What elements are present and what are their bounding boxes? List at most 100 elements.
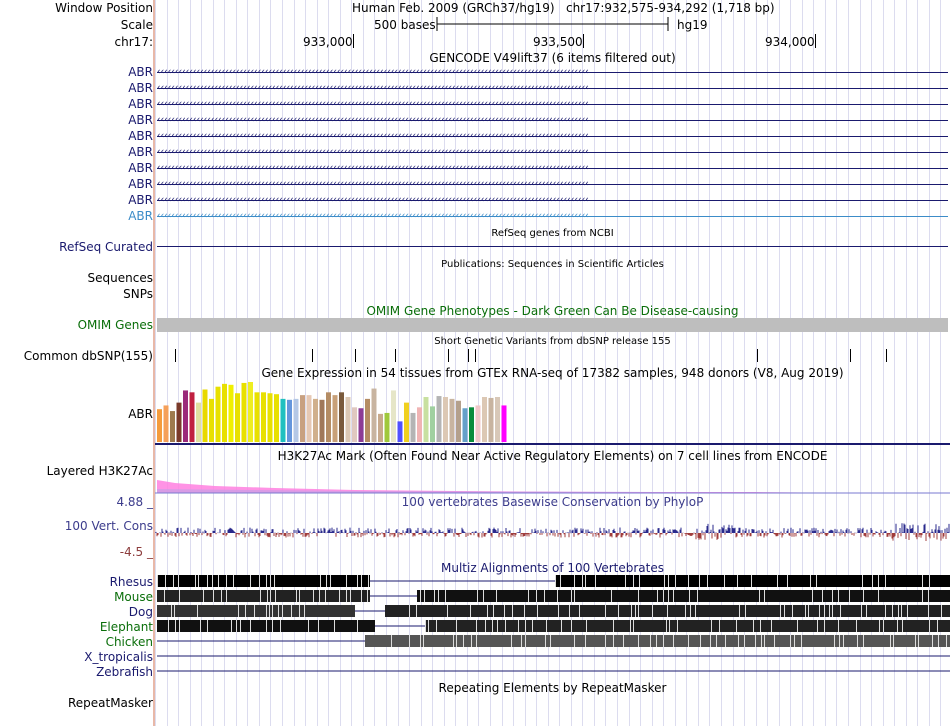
gencode-transcript[interactable]: ‹‹‹‹‹‹‹‹‹‹‹‹‹‹‹‹‹‹‹‹‹‹‹‹‹‹‹‹‹‹‹‹‹‹‹‹‹‹‹‹… [157, 116, 948, 125]
h3k27ac-label[interactable]: Layered H3K27Ac [46, 464, 153, 478]
gtex-tissue-bar[interactable] [170, 411, 175, 442]
gencode-gene-label[interactable]: ABR [128, 161, 153, 175]
gtex-tissue-bar[interactable] [384, 412, 390, 442]
gtex-tissue-bar[interactable] [215, 386, 221, 442]
snp-mark[interactable] [468, 349, 469, 362]
gtex-tissue-bar[interactable] [482, 397, 487, 442]
gtex-tissue-bar[interactable] [417, 407, 422, 442]
gtex-tissue-bar[interactable] [345, 397, 351, 442]
gencode-transcript[interactable]: ‹‹‹‹‹‹‹‹‹‹‹‹‹‹‹‹‹‹‹‹‹‹‹‹‹‹‹‹‹‹‹‹‹‹‹‹‹‹‹‹… [157, 164, 948, 173]
gtex-tissue-bar[interactable] [228, 384, 234, 442]
species-label[interactable]: Zebrafish [96, 665, 153, 679]
snp-mark[interactable] [850, 349, 851, 362]
gtex-tissue-bar[interactable] [339, 392, 344, 442]
gtex-tissue-bar[interactable] [423, 397, 429, 442]
gencode-transcript[interactable]: ‹‹‹‹‹‹‹‹‹‹‹‹‹‹‹‹‹‹‹‹‹‹‹‹‹‹‹‹‹‹‹‹‹‹‹‹‹‹‹‹… [157, 68, 948, 77]
gtex-tissue-bar[interactable] [196, 402, 201, 442]
gtex-tissue-bar[interactable] [248, 382, 253, 442]
gtex-tissue-bar[interactable] [410, 412, 416, 442]
refseq-gene-line[interactable] [157, 246, 948, 247]
alignment-block[interactable] [157, 590, 370, 602]
alignment-block[interactable] [417, 590, 950, 602]
snp-mark[interactable] [757, 349, 758, 362]
species-label[interactable]: Dog [128, 605, 153, 619]
refseq-label[interactable]: RefSeq Curated [59, 240, 153, 254]
label-separator[interactable] [153, 0, 155, 726]
gencode-transcript[interactable]: ‹‹‹‹‹‹‹‹‹‹‹‹‹‹‹‹‹‹‹‹‹‹‹‹‹‹‹‹‹‹‹‹‹‹‹‹‹‹‹‹… [157, 132, 948, 141]
gtex-tissue-bar[interactable] [300, 395, 305, 442]
publications-sequences-label[interactable]: Sequences [87, 271, 153, 285]
gencode-transcript[interactable]: ‹‹‹‹‹‹‹‹‹‹‹‹‹‹‹‹‹‹‹‹‹‹‹‹‹‹‹‹‹‹‹‹‹‹‹‹‹‹‹‹… [157, 100, 948, 109]
gtex-tissue-bar[interactable] [254, 392, 260, 442]
gencode-transcript[interactable]: ‹‹‹‹‹‹‹‹‹‹‹‹‹‹‹‹‹‹‹‹‹‹‹‹‹‹‹‹‹‹‹‹‹‹‹‹‹‹‹‹… [157, 212, 948, 221]
phylop-signal[interactable] [155, 510, 950, 558]
gtex-tissue-bar[interactable] [469, 407, 474, 442]
gtex-tissue-bar[interactable] [404, 402, 409, 442]
gtex-tissue-bar[interactable] [358, 408, 364, 442]
gtex-tissue-bar[interactable] [449, 398, 455, 442]
gencode-transcript[interactable]: ‹‹‹‹‹‹‹‹‹‹‹‹‹‹‹‹‹‹‹‹‹‹‹‹‹‹‹‹‹‹‹‹‹‹‹‹‹‹‹‹… [157, 148, 948, 157]
gtex-tissue-bar[interactable] [462, 408, 468, 442]
gtex-tissue-bar[interactable] [326, 392, 331, 442]
species-label[interactable]: Elephant [99, 620, 153, 634]
gtex-tissue-bar[interactable] [157, 409, 162, 442]
gtex-tissue-bar[interactable] [274, 394, 279, 442]
gencode-gene-label[interactable]: ABR [128, 145, 153, 159]
gtex-tissue-bar[interactable] [183, 390, 188, 442]
alignment-block[interactable] [365, 635, 950, 647]
gencode-gene-label[interactable]: ABR [128, 193, 153, 207]
snp-mark[interactable] [175, 349, 176, 362]
gtex-bar-chart[interactable] [155, 378, 950, 446]
alignment-block[interactable] [157, 575, 370, 587]
gtex-tissue-bar[interactable] [397, 421, 403, 442]
omim-label[interactable]: OMIM Genes [77, 318, 153, 332]
multiz-alignments[interactable] [155, 574, 950, 680]
gtex-tissue-bar[interactable] [436, 396, 442, 442]
snp-mark[interactable] [448, 349, 449, 362]
gtex-tissue-bar[interactable] [456, 400, 461, 442]
gencode-transcript[interactable]: ‹‹‹‹‹‹‹‹‹‹‹‹‹‹‹‹‹‹‹‹‹‹‹‹‹‹‹‹‹‹‹‹‹‹‹‹‹‹‹‹… [157, 196, 948, 205]
gtex-tissue-bar[interactable] [267, 393, 273, 442]
species-label[interactable]: Rhesus [109, 575, 153, 589]
gtex-tissue-bar[interactable] [163, 405, 169, 442]
gencode-gene-label[interactable]: ABR [128, 177, 153, 191]
gtex-tissue-bar[interactable] [443, 397, 448, 442]
species-label[interactable]: X_tropicalis [84, 650, 153, 664]
gtex-tissue-bar[interactable] [371, 388, 377, 442]
repeatmasker-label[interactable]: RepeatMasker [67, 696, 153, 710]
gtex-tissue-bar[interactable] [501, 405, 507, 442]
alignment-block[interactable] [555, 575, 950, 587]
snp-mark[interactable] [312, 349, 313, 362]
publications-snps-label[interactable]: SNPs [123, 287, 153, 301]
gencode-gene-label[interactable]: ABR [128, 65, 153, 79]
snp-mark[interactable] [355, 349, 356, 362]
gencode-transcript[interactable]: ‹‹‹‹‹‹‹‹‹‹‹‹‹‹‹‹‹‹‹‹‹‹‹‹‹‹‹‹‹‹‹‹‹‹‹‹‹‹‹‹… [157, 84, 948, 93]
gencode-gene-label[interactable]: ABR [128, 113, 153, 127]
gencode-gene-label[interactable]: ABR [128, 97, 153, 111]
gtex-tissue-bar[interactable] [241, 382, 247, 442]
gtex-tissue-bar[interactable] [391, 390, 396, 442]
species-label[interactable]: Chicken [105, 635, 153, 649]
gtex-tissue-bar[interactable] [209, 398, 214, 442]
gtex-tissue-bar[interactable] [430, 406, 435, 442]
alignment-block[interactable] [425, 620, 950, 632]
dbsnp-label[interactable]: Common dbSNP(155) [23, 349, 153, 363]
species-label[interactable]: Mouse [114, 590, 153, 604]
gtex-tissue-bar[interactable] [306, 395, 312, 442]
h3k27ac-signal[interactable] [155, 462, 950, 494]
gtex-tissue-bar[interactable] [495, 397, 500, 442]
gtex-tissue-bar[interactable] [280, 398, 286, 442]
gencode-gene-label[interactable]: ABR [128, 209, 153, 223]
snp-mark[interactable] [395, 349, 396, 362]
gtex-tissue-bar[interactable] [222, 383, 227, 442]
gencode-gene-label[interactable]: ABR [128, 129, 153, 143]
gtex-tissue-bar[interactable] [287, 399, 292, 442]
omim-gene-bar[interactable] [157, 318, 948, 332]
gtex-tissue-bar[interactable] [176, 402, 182, 442]
gencode-transcript[interactable]: ‹‹‹‹‹‹‹‹‹‹‹‹‹‹‹‹‹‹‹‹‹‹‹‹‹‹‹‹‹‹‹‹‹‹‹‹‹‹‹‹… [157, 180, 948, 189]
gtex-gene-label[interactable]: ABR [128, 407, 153, 421]
phylop-label[interactable]: 100 Vert. Cons [64, 519, 153, 533]
gtex-tissue-bar[interactable] [365, 398, 370, 442]
alignment-block[interactable] [157, 605, 355, 617]
gtex-tissue-bar[interactable] [293, 398, 299, 442]
